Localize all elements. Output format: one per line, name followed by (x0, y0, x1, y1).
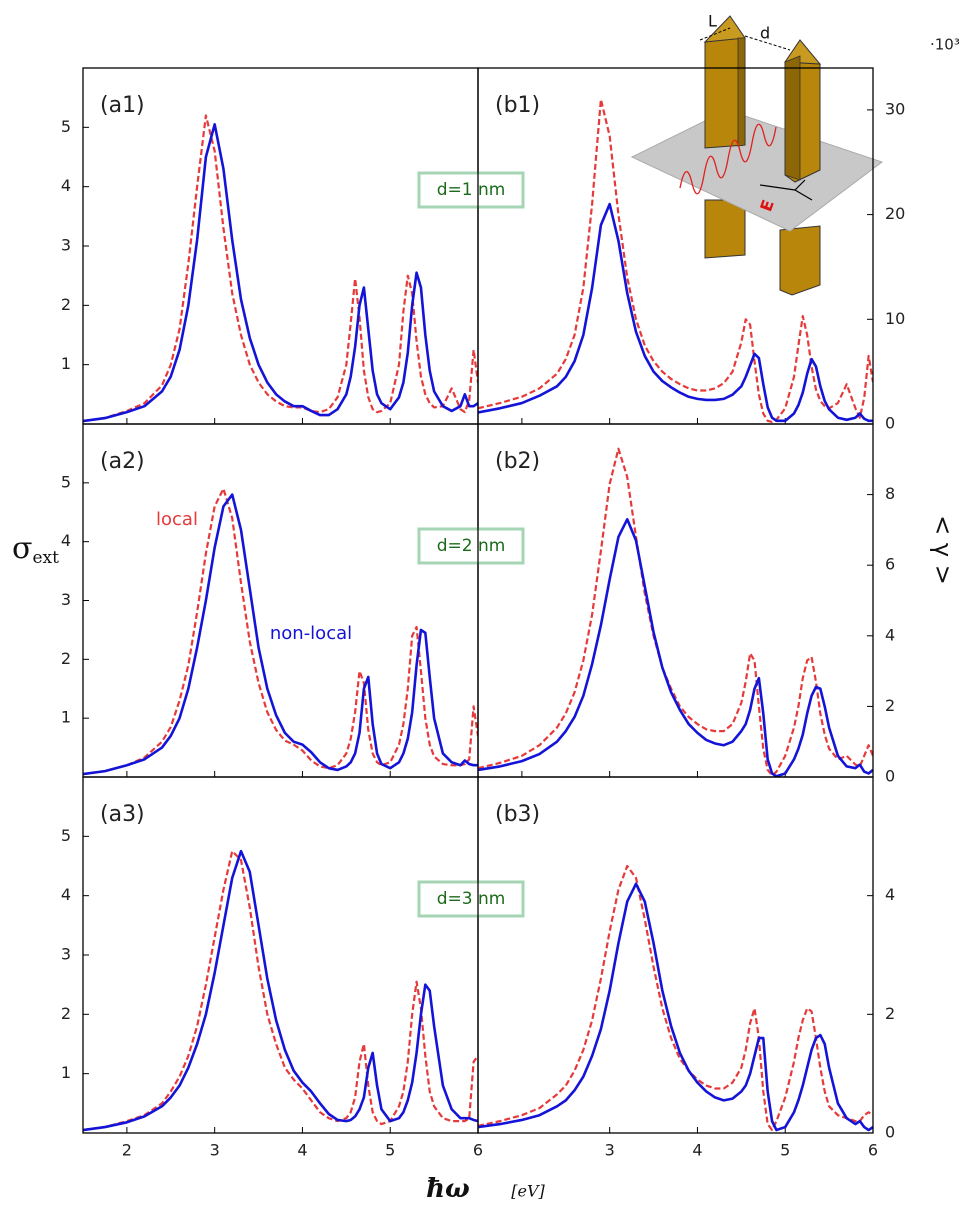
series-line (478, 518, 873, 777)
x-tick-label: 6 (473, 1141, 483, 1160)
x-tick-label: 5 (780, 1141, 790, 1160)
y2-tick-label: 2 (885, 1004, 895, 1023)
x-tick-label: 4 (692, 1141, 702, 1160)
y-tick-label: 3 (61, 590, 71, 609)
y2-tick-label: 6 (885, 555, 895, 574)
panel-label: (b2) (495, 449, 540, 474)
y2-tick-label: 0 (885, 414, 895, 433)
panel-frame (82, 67, 479, 425)
inset-diagram (630, 15, 884, 296)
y-tick-label: 1 (61, 708, 71, 727)
series-line (83, 123, 478, 423)
y2-tick-label: 10 (885, 309, 905, 328)
y2-tick-label: 2 (885, 696, 895, 715)
panel-label: (b1) (495, 93, 540, 118)
y2-axis-label: < γ > (929, 515, 957, 585)
series-label: non-local (270, 623, 352, 644)
panel-frame (82, 776, 479, 1134)
y-tick-label: 5 (61, 826, 71, 845)
panel-frame (477, 776, 874, 1134)
y2-tick-label: 0 (885, 767, 895, 786)
y-tick-label: 5 (61, 472, 71, 491)
x-tick-label: 6 (868, 1141, 878, 1160)
series-line (83, 850, 478, 1132)
series-line (478, 98, 873, 424)
y-tick-label: 4 (61, 885, 71, 904)
annotation-box (417, 171, 525, 209)
inset-label: L (708, 12, 717, 31)
y-tick-label: 3 (61, 945, 71, 964)
panel-label: (a3) (100, 802, 145, 827)
panel-label: (a1) (100, 93, 145, 118)
y2-tick-label: 4 (885, 625, 895, 644)
y-axis-label: σext (12, 531, 59, 568)
series-line (83, 114, 478, 423)
x-tick-label: 3 (210, 1141, 220, 1160)
series-line (83, 493, 478, 776)
annotation: d=3 nm (437, 889, 506, 909)
annotation: d=2 nm (437, 536, 506, 556)
x-axis-label: ħω (426, 1174, 470, 1204)
series-line (478, 202, 873, 423)
y-tick-label: 2 (61, 1004, 71, 1023)
y-tick-label: 1 (61, 354, 71, 373)
y2-tick-label: 4 (885, 885, 895, 904)
y-tick-label: 3 (61, 236, 71, 255)
series-label: local (156, 509, 198, 530)
panel-label: (a2) (100, 449, 145, 474)
y-tick-label: 5 (61, 117, 71, 136)
y-tick-label: 4 (61, 531, 71, 550)
series-line (83, 487, 478, 776)
y-tick-label: 2 (61, 295, 71, 314)
x-tick-label: 3 (605, 1141, 615, 1160)
x-tick-label: 5 (385, 1141, 395, 1160)
y-tick-label: 2 (61, 649, 71, 668)
series-line (478, 447, 873, 777)
y2-tick-label: 20 (885, 204, 905, 223)
y-tick-label: 4 (61, 176, 71, 195)
y-axis-symbol: σ (12, 531, 32, 566)
annotation-box (417, 880, 525, 918)
x-tick-label: 4 (297, 1141, 307, 1160)
panel-frame (477, 423, 874, 778)
panel-label: (b3) (495, 802, 540, 827)
x-tick-label: 2 (122, 1141, 132, 1160)
x-axis-unit: [eV] (511, 1182, 545, 1201)
y2-multiplier: ·10³ (930, 36, 960, 54)
annotation: d=1 nm (437, 180, 506, 200)
y2-tick-label: 0 (885, 1123, 895, 1142)
series-line (478, 882, 873, 1132)
y-axis-subscript: ext (32, 548, 59, 568)
series-line (478, 864, 873, 1132)
series-line (83, 849, 478, 1132)
annotation-box (417, 527, 525, 565)
inset-label: d (760, 24, 770, 43)
y-tick-label: 1 (61, 1063, 71, 1082)
y2-tick-label: 30 (885, 99, 905, 118)
y2-tick-label: 8 (885, 484, 895, 503)
